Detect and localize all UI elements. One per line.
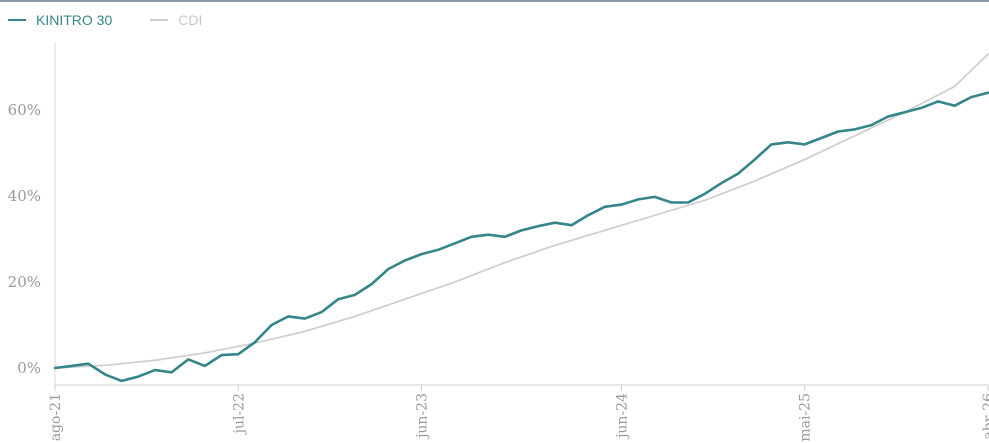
legend-swatch-cdi bbox=[150, 19, 169, 21]
y-tick-label: 20% bbox=[8, 273, 41, 291]
y-tick-label: 0% bbox=[17, 359, 41, 377]
x-tick-label: abr-26 bbox=[981, 393, 989, 440]
x-tick-label: jul-22 bbox=[231, 393, 247, 435]
legend-item-kinitro[interactable]: KINITRO 30 bbox=[8, 12, 112, 28]
x-axis: ago-21 jul-22 jun-23 jun-24 mai-25 abr-26 bbox=[48, 384, 989, 442]
series-line-cdi bbox=[54, 53, 989, 369]
series-layer bbox=[53, 53, 989, 383]
legend-label-kinitro: KINITRO 30 bbox=[36, 12, 113, 28]
series-line-kinitro bbox=[53, 91, 989, 383]
y-tick-label: 40% bbox=[8, 187, 41, 205]
x-tick-label: jun-24 bbox=[614, 393, 630, 440]
legend: KINITRO 30 CDI bbox=[8, 10, 240, 30]
legend-label-cdi: CDI bbox=[178, 12, 203, 28]
y-axis: 0% 20% 40% 60% bbox=[8, 42, 56, 385]
x-tick-label: mai-25 bbox=[798, 393, 814, 442]
x-tick-label: ago-21 bbox=[48, 393, 64, 441]
y-tick-label: 60% bbox=[8, 101, 41, 119]
legend-swatch-kinitro bbox=[8, 19, 26, 21]
legend-item-cdi[interactable]: CDI bbox=[150, 12, 202, 28]
x-tick-label: jun-23 bbox=[415, 393, 431, 440]
top-border bbox=[0, 0, 989, 2]
